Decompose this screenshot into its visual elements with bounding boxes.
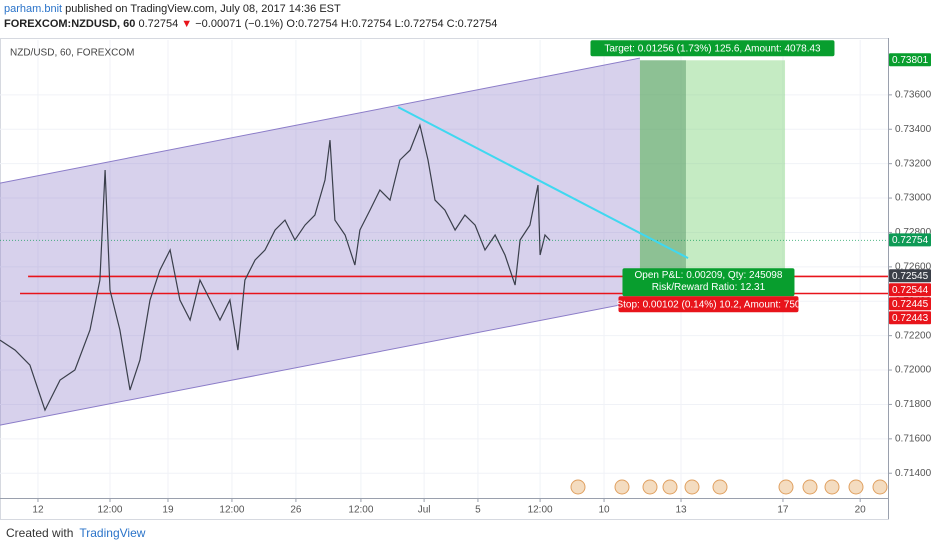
x-tick-label: 17: [777, 505, 789, 516]
event-icon: [684, 479, 700, 495]
x-tick-label: 12: [32, 505, 44, 516]
price-line: [0, 123, 551, 412]
footer: Created with TradingView: [6, 526, 145, 540]
y-tick-label: 0.73400: [895, 124, 932, 135]
y-tick-label: 0.71600: [895, 433, 932, 444]
last: 0.72754: [138, 18, 179, 30]
price-tag-label: 0.73801: [892, 55, 929, 66]
event-icon: [662, 479, 678, 495]
x-tick-label: 10: [598, 505, 610, 516]
publish-line: parham.bnit published on TradingView.com…: [4, 2, 497, 17]
plot: [0, 40, 888, 498]
x-tick-label: 5: [475, 505, 481, 516]
x-tick-label: Jul: [418, 505, 431, 516]
y-tick-label: 0.73200: [895, 158, 932, 169]
published: published on TradingView.com, July 08, 2…: [62, 3, 341, 15]
trend-line: [397, 106, 689, 259]
x-tick-label: 12:00: [219, 505, 244, 516]
x-tick-label: 26: [290, 505, 302, 516]
y-tick-label: 0.71800: [895, 399, 932, 410]
event-icon: [614, 479, 630, 495]
y-tick-label: 0.72000: [895, 365, 932, 376]
y-tick-label: 0.72800: [895, 227, 932, 238]
event-icon: [848, 479, 864, 495]
arrow: ▼: [181, 18, 193, 30]
author[interactable]: parham.bnit: [4, 3, 63, 15]
y-tick-label: 0.71400: [895, 468, 932, 479]
price-tag-label: 0.72445: [892, 299, 929, 310]
price-tag: [889, 53, 931, 67]
x-tick-label: 12:00: [348, 505, 373, 516]
price-tag-label: 0.72754: [892, 235, 929, 246]
channel-lower: [0, 300, 641, 426]
event-icon: [824, 479, 840, 495]
x-tick-label: 13: [675, 505, 687, 516]
target_label: Target: 0.01256 (1.73%) 125.6, Amount: 4…: [604, 43, 821, 54]
created-with: Created with: [6, 526, 74, 540]
x-tick-label: 20: [855, 505, 867, 516]
event-icon: [642, 479, 658, 495]
ohlc: O:0.72754 H:0.72754 L:0.72754 C:0.72754: [286, 18, 498, 30]
change: −0.00071 (−0.1%): [195, 18, 284, 30]
target_label-box: [590, 40, 835, 57]
price-tag-label: 0.72544: [892, 285, 929, 296]
event-icon: [778, 479, 794, 495]
event-icon: [712, 479, 728, 495]
chart-title: NZD/USD, 60, FOREXCOM: [10, 48, 134, 59]
price-tag: [889, 297, 931, 311]
price-tag: [889, 233, 931, 247]
x-tick-label: 12:00: [528, 505, 553, 516]
price-tag: [889, 283, 931, 297]
y-tick-label: 0.73000: [895, 193, 932, 204]
channel-upper: [0, 57, 641, 184]
x-tick-label: 19: [162, 505, 174, 516]
y-tick-label: 0.73600: [895, 90, 932, 101]
target-zone: [639, 60, 786, 277]
brand[interactable]: TradingView: [79, 526, 146, 540]
event-icon: [872, 479, 888, 495]
price-tag: [889, 269, 931, 283]
y-tick-label: 0.72200: [895, 330, 932, 341]
pnl_label: Open P&L: 0.00209, Qty: 245098: [635, 270, 783, 281]
stop_label-box: [618, 296, 799, 313]
symbol: FOREXCOM:NZDUSD, 60: [4, 18, 136, 30]
x-tick-label: 12:00: [97, 505, 122, 516]
stop_label: Stop: 0.00102 (0.14%) 10.2, Amount: 750: [616, 299, 800, 310]
event-icon: [570, 479, 586, 495]
price-tag: [889, 311, 931, 325]
quote-line: FOREXCOM:NZDUSD, 60 0.72754 ▼ −0.00071 (…: [4, 17, 497, 32]
price-tag-label: 0.72545: [892, 271, 929, 282]
ratio_label: Risk/Reward Ratio: 12.31: [652, 282, 766, 293]
chart: 0.73600 0.73400 0.73200 0.73000 0.72800 0.726…: [0, 38, 932, 520]
event-icon: [802, 479, 818, 495]
y-tick-label: 0.72600: [895, 261, 932, 272]
header: parham.bnit published on TradingView.com…: [4, 2, 497, 32]
pnl-box: [622, 268, 795, 297]
price-tag-label: 0.72443: [892, 313, 929, 324]
